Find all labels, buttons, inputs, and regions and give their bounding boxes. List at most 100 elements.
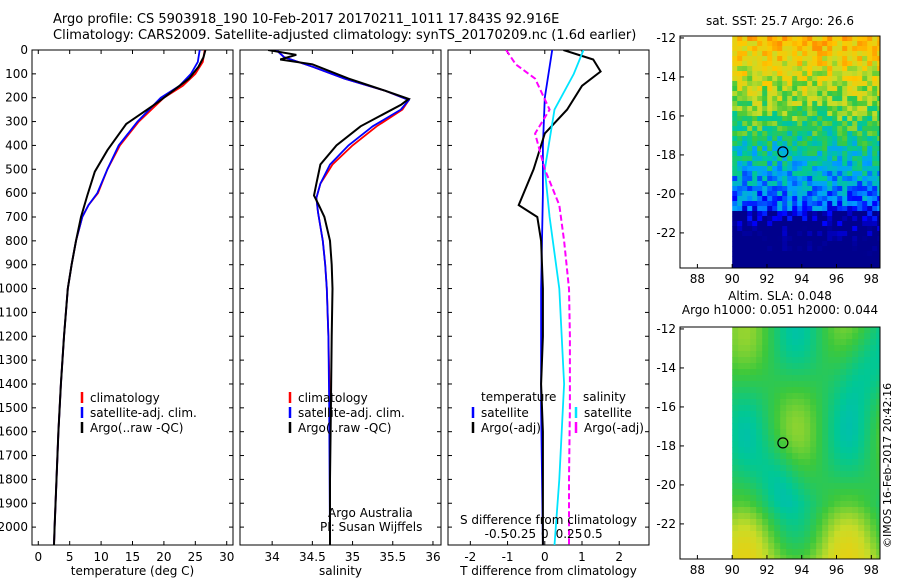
map-cell	[804, 549, 811, 556]
map-cell	[797, 56, 803, 62]
map-cell	[816, 525, 823, 532]
map-cell	[857, 71, 863, 77]
map-cell	[804, 501, 811, 508]
map-cell	[837, 166, 843, 172]
map-cell	[732, 423, 739, 430]
map-cell	[747, 151, 753, 157]
map-cell	[807, 141, 813, 147]
map-cell	[797, 256, 803, 262]
map-cell	[852, 387, 859, 394]
map-cell	[870, 327, 877, 334]
map-cell	[822, 477, 829, 484]
map-cell	[867, 146, 873, 152]
map-cell	[864, 441, 871, 448]
map-cell	[840, 339, 847, 346]
map-cell	[828, 441, 835, 448]
map-cell	[787, 56, 793, 62]
map-cell	[872, 261, 878, 267]
map-cell	[762, 411, 769, 418]
map-cell	[798, 549, 805, 556]
map-cell	[772, 66, 778, 72]
map-cell	[777, 101, 783, 107]
map-cell	[807, 211, 813, 217]
map-cell	[782, 66, 788, 72]
map-cell	[867, 56, 873, 62]
map-cell	[840, 525, 847, 532]
map-cell	[732, 216, 738, 222]
map-cell	[747, 51, 753, 57]
map-cell	[787, 156, 793, 162]
map-cell	[787, 61, 793, 67]
y-tick-label: 300	[5, 115, 28, 129]
map-cell	[792, 513, 799, 520]
map-cell	[767, 76, 773, 82]
map-cell	[774, 549, 781, 556]
map-cell	[877, 206, 881, 212]
map-cell	[742, 216, 748, 222]
map-cell	[852, 471, 859, 478]
map-cell	[782, 76, 788, 82]
map-cell	[876, 369, 881, 376]
map-cell	[738, 387, 745, 394]
map-cell	[744, 387, 751, 394]
map-cell	[822, 126, 828, 132]
map-cell	[817, 166, 823, 172]
map-cell	[876, 375, 881, 382]
map-cell	[827, 86, 833, 92]
map-cell	[876, 453, 881, 460]
map-cell	[772, 51, 778, 57]
map-cell	[864, 495, 871, 502]
map-cell	[772, 96, 778, 102]
map-cell	[747, 211, 753, 217]
map-cell	[847, 191, 853, 197]
map-cell	[782, 196, 788, 202]
map-cell	[732, 176, 738, 182]
map-cell	[767, 121, 773, 127]
map-cell	[798, 537, 805, 544]
map-cell	[816, 411, 823, 418]
map-cell	[750, 405, 757, 412]
map-cell	[767, 41, 773, 47]
map-cell	[768, 411, 775, 418]
map-cell	[810, 357, 817, 364]
map-cell	[798, 357, 805, 364]
map-cell	[877, 136, 881, 142]
map-cell	[757, 241, 763, 247]
map-cell	[797, 136, 803, 142]
map-cell	[827, 51, 833, 57]
map-cell	[786, 387, 793, 394]
map-cell	[737, 131, 743, 137]
map-cell	[777, 116, 783, 122]
map-cell	[732, 181, 738, 187]
map-cell	[862, 161, 868, 167]
map-cell	[797, 241, 803, 247]
map-cell	[738, 327, 745, 334]
map-cell	[877, 96, 881, 102]
map-cell	[870, 393, 877, 400]
map-cell	[777, 176, 783, 182]
map-cell	[792, 211, 798, 217]
map-cell	[812, 176, 818, 182]
map-cell	[862, 101, 868, 107]
map-cell	[828, 387, 835, 394]
map-cell	[804, 513, 811, 520]
map-cell	[774, 429, 781, 436]
map-cell	[767, 96, 773, 102]
map-cell	[804, 483, 811, 490]
map-cell	[737, 171, 743, 177]
salinity-x-tick-label: 36	[425, 550, 440, 564]
map-cell	[828, 369, 835, 376]
map-cell	[798, 501, 805, 508]
map-cell	[804, 387, 811, 394]
map-cell	[792, 76, 798, 82]
map-cell	[752, 81, 758, 87]
map-cell	[816, 495, 823, 502]
map-cell	[817, 131, 823, 137]
map-cell	[827, 141, 833, 147]
map-cell	[747, 126, 753, 132]
map-cell	[762, 146, 768, 152]
map-cell	[792, 131, 798, 137]
map-cell	[872, 126, 878, 132]
map-cell	[786, 411, 793, 418]
map-cell	[807, 151, 813, 157]
